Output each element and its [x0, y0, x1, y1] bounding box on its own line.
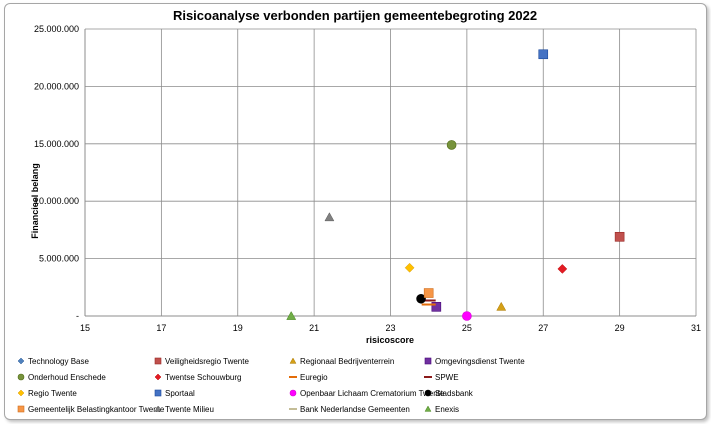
point-onderhoud-enschede: [446, 140, 457, 150]
legend-label: Openbaar Lichaam Crematorium Twente: [300, 389, 445, 398]
legend-marker: [289, 357, 297, 364]
legend-marker: [154, 405, 162, 412]
legend-marker: [17, 373, 25, 381]
chart-title: Risicoanalyse verbonden partijen gemeent…: [173, 8, 537, 23]
legend-label: Veiligheidsregio Twente: [165, 357, 249, 366]
legend-item-openbaar-lichaam-crematorium-twente: Openbaar Lichaam Crematorium Twente: [289, 389, 445, 398]
data-points: [286, 49, 625, 321]
legend-item-sportaal: Sportaal: [154, 389, 195, 398]
legend-item-regio-twente: Regio Twente: [17, 389, 77, 398]
y-axis-title: Financieel belang: [30, 163, 40, 239]
point-sportaal: [538, 49, 549, 60]
chart-grid: [85, 28, 697, 316]
tick-labels: - 5.000.000 10.000.000 15.000.000 20.000.000…: [34, 24, 701, 333]
x-tick-label: 25: [462, 323, 472, 333]
x-tick-label: 19: [233, 323, 243, 333]
legend-marker: [424, 405, 432, 412]
legend-marker: [424, 389, 432, 397]
legend-label: Euregio: [300, 373, 328, 382]
point-twente-milieu: [324, 212, 335, 222]
legend-label: Regio Twente: [28, 389, 77, 398]
legend-marker: [289, 389, 297, 397]
x-tick-label: 23: [385, 323, 395, 333]
point-enexis: [286, 310, 297, 320]
point-omgevingsdienst-twente: [431, 302, 442, 312]
x-tick-label: 15: [80, 323, 90, 333]
point-regionaal-bedrijventerrein: [496, 301, 507, 311]
x-tick-label: 17: [156, 323, 166, 333]
legend-marker: [17, 389, 25, 397]
legend-label: Technology Base: [28, 357, 89, 366]
x-tick-label: 27: [538, 323, 548, 333]
legend-marker: [424, 357, 432, 365]
legend-label: Stadsbank: [435, 389, 474, 398]
legend-label: Regionaal Bedrijventerrein: [300, 357, 394, 366]
legend-item-enexis: Enexis: [424, 405, 459, 414]
legend-label: Omgevingsdienst Twente: [435, 357, 525, 366]
legend-label: SPWE: [435, 373, 459, 382]
point-openbaar-lichaam-crematorium-twente: [462, 311, 472, 321]
legend-label: Enexis: [435, 405, 459, 414]
legend-label: Twente Milieu: [165, 405, 214, 414]
legend-item-bank-nederlandse-gemeenten: Bank Nederlandse Gemeenten: [289, 405, 410, 414]
y-tick-label: 25.000.000: [34, 24, 79, 34]
point-regio-twente: [404, 262, 415, 273]
legend-marker: [154, 389, 162, 397]
point-twentse-schouwburg: [557, 264, 568, 274]
x-tick-label: 29: [615, 323, 625, 333]
legend-item-omgevingsdienst-twente: Omgevingsdienst Twente: [424, 357, 525, 366]
point-stadsbank: [416, 293, 426, 304]
x-tick-label: 31: [691, 323, 701, 333]
chart-axes: [84, 29, 696, 317]
legend-marker: [17, 405, 25, 413]
point-gemeentelijk-belastingkantoor-twente: [423, 288, 434, 298]
y-tick-label: -: [76, 311, 79, 321]
legend-label: Twentse Schouwburg: [165, 373, 242, 382]
x-axis-title: risicoscore: [366, 335, 414, 345]
legend-marker: [17, 357, 25, 365]
legend-item-technology-base: Technology Base: [17, 357, 89, 366]
legend-label: Bank Nederlandse Gemeenten: [300, 405, 410, 414]
chart-frame: [4, 3, 707, 420]
legend-item-onderhoud-enschede: Onderhoud Enschede: [17, 373, 106, 382]
point-veiligheidsregio-twente: [614, 231, 625, 242]
legend-marker: [154, 373, 162, 381]
legend-item-twentse-schouwburg: Twentse Schouwburg: [154, 373, 242, 382]
legend-item-twente-milieu: Twente Milieu: [154, 405, 214, 414]
legend-item-stadsbank: Stadsbank: [424, 389, 474, 398]
legend-item-spwe: SPWE: [424, 373, 459, 382]
legend: Technology Base Veiligheidsregio Twente Re…: [17, 357, 525, 414]
legend-label: Sportaal: [165, 389, 195, 398]
legend-item-euregio: Euregio: [289, 373, 328, 382]
y-tick-label: 20.000.000: [34, 81, 79, 91]
x-tick-label: 21: [309, 323, 319, 333]
legend-label: Gemeentelijk Belastingkantoor Twente: [28, 405, 165, 414]
legend-item-regionaal-bedrijventerrein: Regionaal Bedrijventerrein: [289, 357, 394, 366]
y-tick-label: 10.000.000: [34, 196, 79, 206]
legend-item-veiligheidsregio-twente: Veiligheidsregio Twente: [154, 357, 249, 366]
y-tick-label: 5.000.000: [39, 254, 79, 264]
legend-label: Onderhoud Enschede: [28, 373, 106, 382]
legend-marker: [154, 357, 162, 365]
legend-item-gemeentelijk-belastingkantoor-twente: Gemeentelijk Belastingkantoor Twente: [17, 405, 165, 414]
y-tick-label: 15.000.000: [34, 139, 79, 149]
